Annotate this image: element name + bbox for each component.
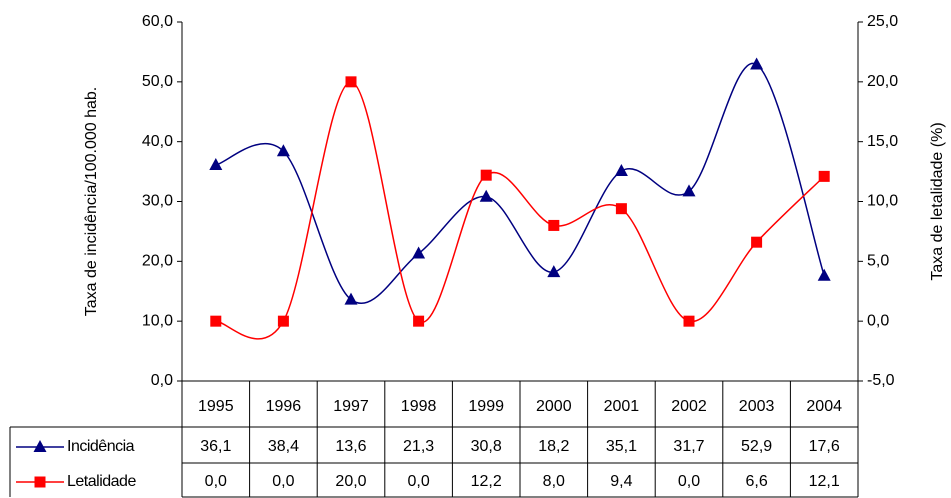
table-value: 31,7 xyxy=(673,438,704,455)
legend-marker xyxy=(33,440,47,452)
marker xyxy=(682,184,696,197)
marker xyxy=(479,189,493,202)
y-tick-label: 60,0 xyxy=(142,13,173,30)
marker xyxy=(817,268,831,281)
marker xyxy=(548,219,560,231)
marker xyxy=(547,265,561,278)
marker xyxy=(751,236,763,248)
y-tick-label: 50,0 xyxy=(142,73,173,90)
y-tick-label: 30,0 xyxy=(142,193,173,210)
table-value: 0,0 xyxy=(205,473,227,490)
x-tick-label: 2000 xyxy=(536,398,572,415)
series-line xyxy=(215,81,825,340)
table-value: 52,9 xyxy=(741,438,772,455)
table-value: 8,0 xyxy=(543,473,565,490)
series-line xyxy=(215,62,825,304)
marker xyxy=(345,76,357,88)
table-value: 35,1 xyxy=(606,438,637,455)
x-tick-label: 1999 xyxy=(468,398,504,415)
y-tick-label: 20,0 xyxy=(142,253,173,270)
table-value: 20,0 xyxy=(335,473,366,490)
y2-tick-label: -5,0 xyxy=(867,372,895,389)
y2-tick-label: 25,0 xyxy=(867,13,898,30)
marker xyxy=(210,315,222,327)
table-value: 12,1 xyxy=(809,473,840,490)
x-tick-label: 1997 xyxy=(333,398,369,415)
table-value: 9,4 xyxy=(610,473,632,490)
legend-label: Letalidade xyxy=(67,473,136,490)
marker xyxy=(209,158,223,171)
y-tick-label: 40,0 xyxy=(142,133,173,150)
x-tick-label: 2001 xyxy=(604,398,640,415)
table-value: 38,4 xyxy=(268,438,299,455)
legend-marker xyxy=(34,476,46,488)
y-axis-label: Taxa de incidência/100.000 hab. xyxy=(83,87,100,317)
y2-tick-label: 10,0 xyxy=(867,193,898,210)
y2-tick-label: 5,0 xyxy=(867,253,889,270)
marker xyxy=(277,315,289,327)
table-value: 36,1 xyxy=(200,438,231,455)
table-value: 0,0 xyxy=(678,473,700,490)
marker xyxy=(615,203,627,215)
x-tick-label: 1996 xyxy=(266,398,302,415)
marker xyxy=(683,315,695,327)
y2-tick-label: 0,0 xyxy=(867,312,889,329)
x-tick-label: 2002 xyxy=(671,398,707,415)
table-value: 12,2 xyxy=(471,473,502,490)
marker xyxy=(276,144,290,157)
y-tick-label: 10,0 xyxy=(142,312,173,329)
marker xyxy=(818,170,830,182)
table-value: 21,3 xyxy=(403,438,434,455)
marker xyxy=(412,246,426,259)
x-tick-label: 1995 xyxy=(198,398,234,415)
table-value: 0,0 xyxy=(407,473,429,490)
marker xyxy=(750,57,764,70)
marker xyxy=(480,169,492,181)
y2-axis-label: Taxa de letalidade (%) xyxy=(929,122,946,280)
y-tick-label: 0,0 xyxy=(151,372,173,389)
table-value: 0,0 xyxy=(272,473,294,490)
marker xyxy=(614,163,628,176)
marker xyxy=(344,292,358,305)
marker xyxy=(413,315,425,327)
table-value: 6,6 xyxy=(745,473,767,490)
table-value: 18,2 xyxy=(538,438,569,455)
y2-tick-label: 20,0 xyxy=(867,73,898,90)
table-value: 13,6 xyxy=(335,438,366,455)
y2-tick-label: 15,0 xyxy=(867,133,898,150)
table-value: 30,8 xyxy=(471,438,502,455)
x-tick-label: 1998 xyxy=(401,398,437,415)
x-tick-label: 2004 xyxy=(806,398,842,415)
legend-label: Incidência xyxy=(67,438,135,455)
table-value: 17,6 xyxy=(809,438,840,455)
x-tick-label: 2003 xyxy=(739,398,775,415)
